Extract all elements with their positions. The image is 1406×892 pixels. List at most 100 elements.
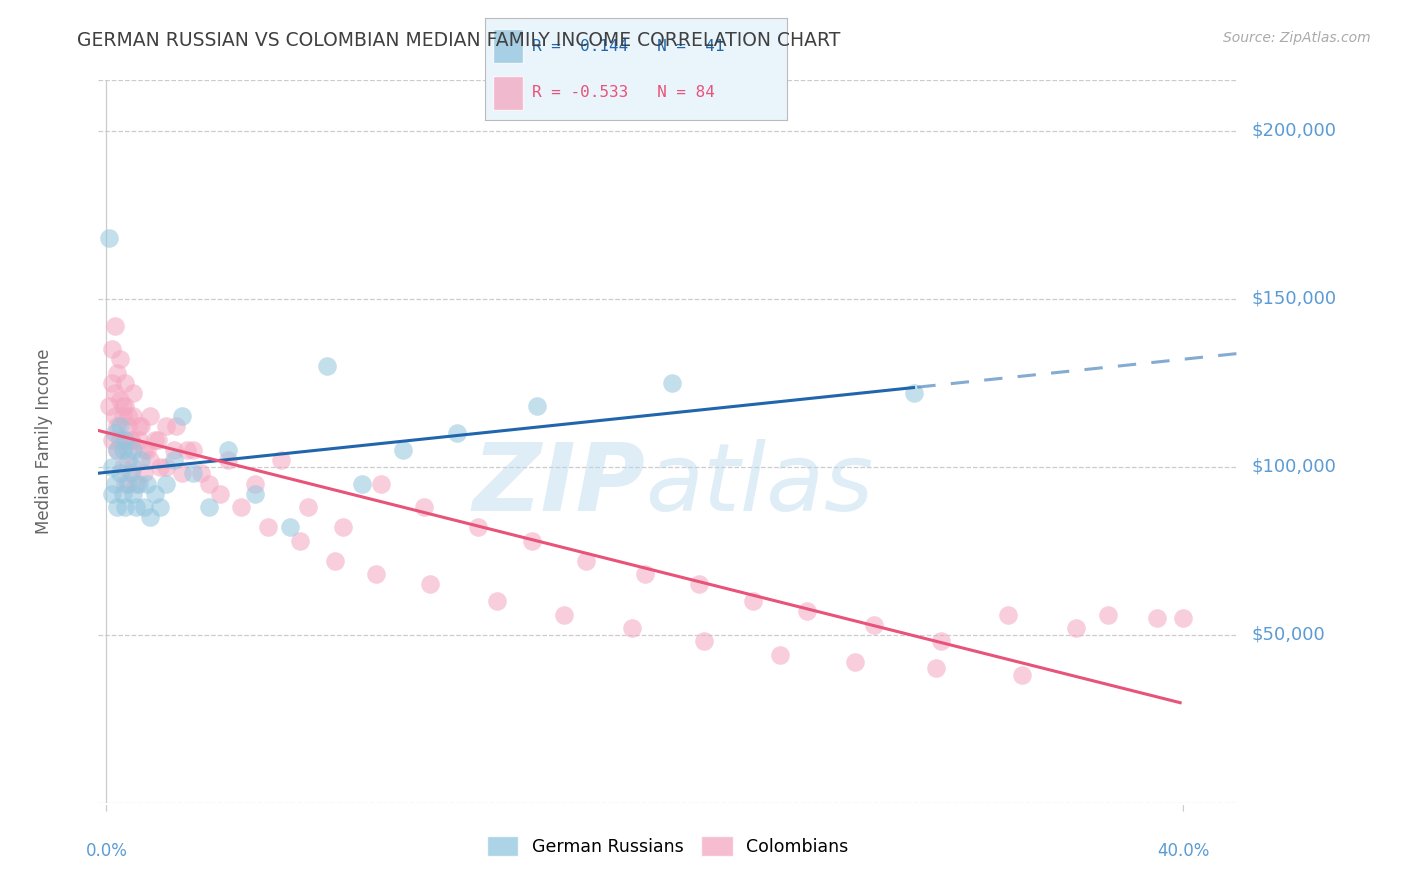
Point — [575, 554, 598, 568]
Point — [217, 453, 239, 467]
Point — [114, 500, 136, 514]
Point — [163, 442, 186, 457]
Point — [768, 648, 790, 662]
Point — [553, 607, 575, 622]
Point — [243, 476, 266, 491]
Point — [620, 621, 643, 635]
Point — [138, 409, 160, 424]
Point — [143, 433, 166, 447]
Text: 40.0%: 40.0% — [1157, 842, 1209, 860]
Point — [149, 459, 172, 474]
Point — [925, 661, 948, 675]
Point — [122, 385, 145, 400]
Point — [122, 486, 145, 500]
Point — [111, 409, 134, 424]
Point — [120, 433, 142, 447]
Point — [117, 409, 139, 424]
Point — [120, 433, 142, 447]
Point — [243, 486, 266, 500]
Point — [741, 594, 763, 608]
Point — [101, 342, 124, 356]
Point — [903, 385, 925, 400]
Point — [297, 500, 319, 514]
Point — [217, 442, 239, 457]
Point — [170, 409, 193, 424]
Point — [229, 500, 252, 514]
Point — [325, 554, 347, 568]
Point — [122, 442, 145, 457]
Point — [122, 459, 145, 474]
Point — [1097, 607, 1119, 622]
Point — [446, 426, 468, 441]
Point — [290, 533, 312, 548]
Point — [1173, 611, 1195, 625]
Text: ZIP: ZIP — [472, 439, 645, 531]
Point — [163, 453, 186, 467]
Point — [138, 510, 160, 524]
Point — [108, 467, 131, 481]
Point — [128, 433, 150, 447]
Point — [101, 376, 124, 390]
Point — [103, 426, 125, 441]
Point — [134, 442, 156, 457]
Bar — [492, 29, 523, 63]
Point — [190, 467, 212, 481]
Point — [105, 442, 128, 457]
Point — [1064, 621, 1087, 635]
Point — [661, 376, 683, 390]
Point — [108, 352, 131, 367]
Point — [125, 500, 148, 514]
Point — [114, 376, 136, 390]
Point — [131, 453, 153, 467]
Point — [485, 594, 508, 608]
Point — [120, 467, 142, 481]
Point — [108, 433, 131, 447]
Text: atlas: atlas — [645, 440, 873, 531]
Point — [103, 409, 125, 424]
Text: $150,000: $150,000 — [1251, 290, 1336, 308]
Point — [181, 467, 204, 481]
Point — [413, 500, 436, 514]
Point — [198, 476, 221, 491]
Text: $50,000: $50,000 — [1251, 626, 1324, 644]
Point — [105, 442, 128, 457]
Point — [108, 392, 131, 407]
Point — [128, 419, 150, 434]
Point — [103, 385, 125, 400]
Point — [208, 486, 231, 500]
Point — [270, 453, 292, 467]
Point — [101, 433, 124, 447]
Point — [278, 520, 301, 534]
Text: $100,000: $100,000 — [1251, 458, 1336, 475]
Text: $200,000: $200,000 — [1251, 121, 1336, 140]
Point — [467, 520, 489, 534]
Point — [352, 476, 374, 491]
Point — [364, 567, 387, 582]
Point — [688, 577, 710, 591]
Point — [370, 476, 392, 491]
Point — [108, 419, 131, 434]
Point — [198, 500, 221, 514]
Point — [135, 476, 157, 491]
Point — [155, 459, 177, 474]
Text: GERMAN RUSSIAN VS COLOMBIAN MEDIAN FAMILY INCOME CORRELATION CHART: GERMAN RUSSIAN VS COLOMBIAN MEDIAN FAMIL… — [77, 31, 841, 50]
Point — [131, 419, 153, 434]
Text: R = -0.533   N = 84: R = -0.533 N = 84 — [531, 86, 714, 100]
Point — [176, 442, 198, 457]
Bar — [492, 77, 523, 110]
Point — [134, 467, 156, 481]
Point — [844, 655, 866, 669]
Point — [111, 442, 134, 457]
Point — [166, 419, 188, 434]
Point — [98, 231, 121, 245]
Point — [105, 419, 128, 434]
Point — [111, 486, 134, 500]
Text: R =  0.144   N =  41: R = 0.144 N = 41 — [531, 38, 724, 54]
Point — [929, 634, 952, 648]
Point — [526, 399, 548, 413]
Point — [155, 476, 177, 491]
Text: Source: ZipAtlas.com: Source: ZipAtlas.com — [1223, 31, 1371, 45]
Point — [149, 500, 172, 514]
Point — [114, 433, 136, 447]
Legend: German Russians, Colombians: German Russians, Colombians — [479, 829, 856, 863]
